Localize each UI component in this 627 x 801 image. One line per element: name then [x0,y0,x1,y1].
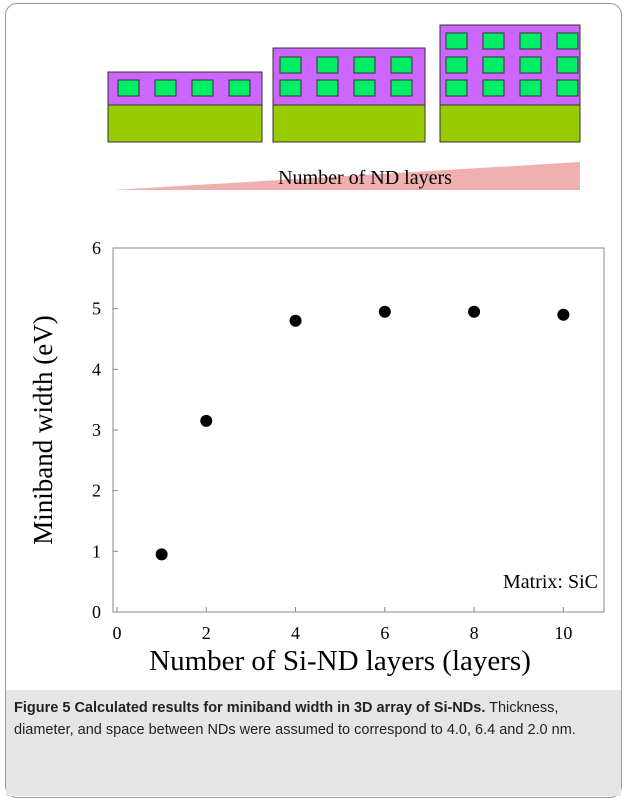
nd-dot [483,80,504,96]
x-tick-label: 4 [291,623,300,643]
data-point [156,548,168,560]
nd-dot [557,80,578,96]
nd-dot [354,80,375,96]
x-tick-label: 0 [113,623,122,643]
nd-dot [192,80,213,96]
nd-dot [446,33,467,49]
y-tick-label: 6 [92,238,101,258]
plot-frame [113,248,604,612]
x-tick-label: 10 [554,623,572,643]
caption: Figure 5 Calculated results for miniband… [6,690,621,796]
data-point [557,309,569,321]
y-tick-label: 4 [92,359,101,379]
nd-dot [520,80,541,96]
y-tick-label: 1 [92,541,101,561]
nd-dot [391,80,412,96]
nd-dot [229,80,250,96]
nd-dot [354,57,375,73]
nd-dot [280,57,301,73]
x-tick-label: 2 [202,623,211,643]
caption-title: Calculated results for miniband width in… [74,700,485,716]
nd-dot [155,80,176,96]
y-axis-label: Miniband width (eV) [28,315,58,544]
substrate [273,105,425,142]
y-tick-label: 3 [92,420,101,440]
annotation: Matrix: SiC [503,571,598,593]
data-point [200,415,212,427]
nd-dot [520,33,541,49]
nd-dot [446,80,467,96]
data-point [290,315,302,327]
nd-dot [280,80,301,96]
x-tick-label: 8 [470,623,479,643]
chart: Number of ND layers Matrix: SiC Miniband… [0,0,627,690]
y-tick-label: 5 [92,299,101,319]
nd-dot [446,57,467,73]
nd-dot [483,33,504,49]
data-point [379,306,391,318]
nd-dot [483,57,504,73]
x-axis-label: Number of Si-ND layers (layers) [149,645,531,677]
nd-dot [557,57,578,73]
nd-dot [520,57,541,73]
y-tick-label: 0 [92,602,101,622]
data-point [468,306,480,318]
nd-dot [557,33,578,49]
diagram-label: Number of ND layers [278,167,452,189]
nd-dot [317,80,338,96]
nd-dot [317,57,338,73]
caption-label: Figure 5 [14,700,70,716]
substrate [440,105,580,142]
x-tick-label: 6 [380,623,389,643]
nd-diagram: Number of ND layers [108,25,580,190]
y-tick-label: 2 [92,481,101,501]
nd-dot [118,80,139,96]
substrate [108,105,262,142]
nd-dot [391,57,412,73]
